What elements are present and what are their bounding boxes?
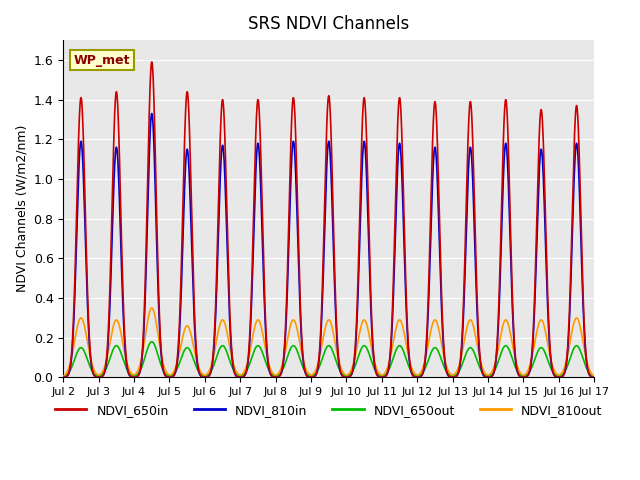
Y-axis label: NDVI Channels (W/m2/nm): NDVI Channels (W/m2/nm): [15, 125, 28, 292]
Title: SRS NDVI Channels: SRS NDVI Channels: [248, 15, 410, 33]
Legend: NDVI_650in, NDVI_810in, NDVI_650out, NDVI_810out: NDVI_650in, NDVI_810in, NDVI_650out, NDV…: [50, 399, 607, 422]
Text: WP_met: WP_met: [74, 54, 131, 67]
